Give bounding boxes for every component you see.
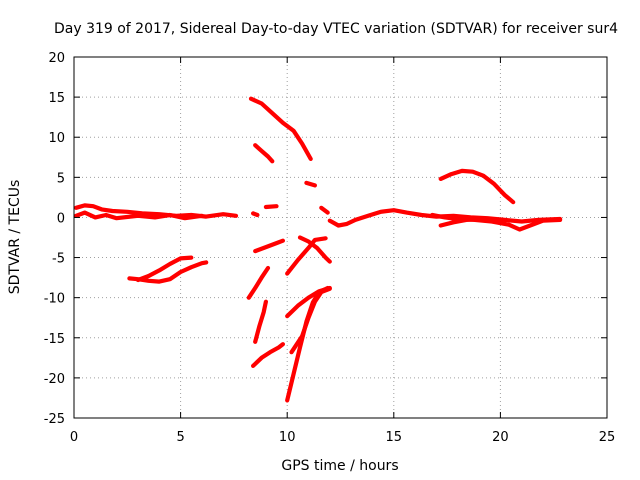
y-tick-label: -10 <box>44 292 65 307</box>
series-line-mid-short-d <box>251 211 260 218</box>
series-line-upper-short <box>253 143 275 164</box>
series-line-v-right-steep <box>285 285 330 403</box>
series-line-mid-rise-left <box>253 238 285 254</box>
y-tick-label: 15 <box>48 91 65 106</box>
series-line-mid-short-a <box>263 204 279 210</box>
y-axis-label: SDTVAR / TECUs <box>7 180 23 295</box>
series-line-mid-rise-right <box>285 236 328 276</box>
series-line-mid-short-c <box>319 205 330 215</box>
series-line-mid-short-b <box>304 180 317 188</box>
x-tick-label: 25 <box>599 430 616 445</box>
y-tick-label: -20 <box>44 372 65 387</box>
series-line-near-zero-left-b <box>74 210 204 221</box>
axis-ticks: 0 5 10 15 20 25 -25 -20 -15 -10 -5 0 5 10 15 20 <box>44 51 616 445</box>
series-line-lower-left-rise <box>135 255 194 283</box>
plot-frame <box>73 56 608 419</box>
x-tick-label: 5 <box>176 430 184 445</box>
x-tick-label: 15 <box>386 430 403 445</box>
series-line-upper-fall <box>248 96 313 161</box>
series-line-down-left-c <box>251 342 285 368</box>
x-axis-label: GPS time / hours <box>281 458 398 474</box>
series-line-down-left-a <box>246 265 271 300</box>
series-line-near-zero-right-a <box>327 208 563 228</box>
y-tick-label: 20 <box>48 51 65 66</box>
series-line-near-zero-right-b <box>430 212 563 232</box>
series-line-v-right-top <box>285 285 332 319</box>
x-tick-label: 10 <box>279 430 296 445</box>
grid-lines <box>74 57 607 418</box>
y-tick-label: 5 <box>57 171 65 186</box>
series-line-down-left-b <box>253 299 268 344</box>
series-line-near-zero-left-a <box>74 203 239 219</box>
y-tick-label: -5 <box>52 252 65 267</box>
y-tick-label: -25 <box>44 412 65 427</box>
y-tick-label: 10 <box>48 131 65 146</box>
series-line-near-zero-right-c <box>438 216 482 228</box>
x-tick-label: 20 <box>492 430 509 445</box>
series-line-mid-fall-right <box>297 235 332 264</box>
chart-title: Day 319 of 2017, Sidereal Day-to-day VTE… <box>54 21 618 37</box>
data-series <box>74 96 563 403</box>
x-tick-label: 0 <box>70 430 78 445</box>
y-tick-label: 0 <box>57 211 65 226</box>
y-tick-label: -15 <box>44 332 65 347</box>
series-line-bump-right <box>438 168 516 205</box>
